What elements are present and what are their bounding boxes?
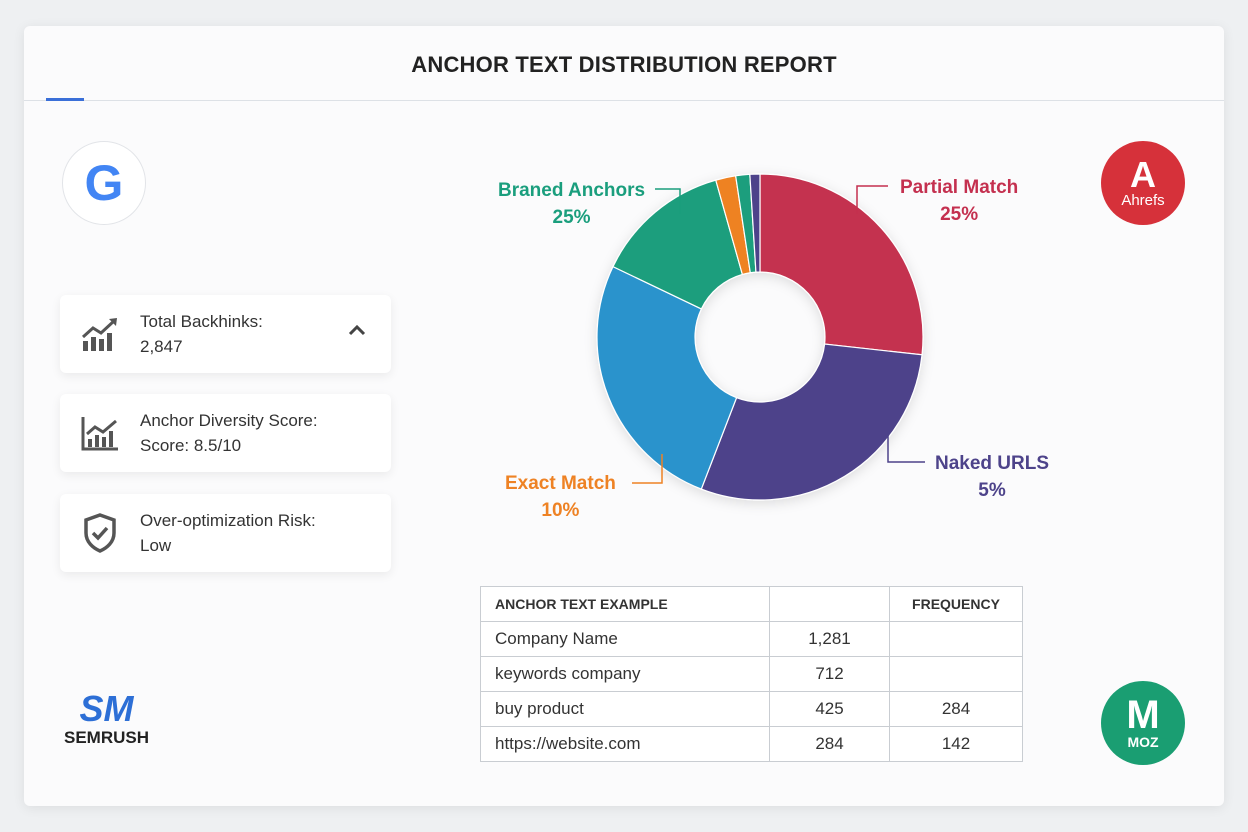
page-title: ANCHOR TEXT DISTRIBUTION REPORT [411, 52, 837, 77]
label-pct: 5% [978, 480, 1006, 501]
total-backlinks-card[interactable]: Total Backhinks: 2,847 [60, 295, 391, 373]
leader-line [632, 454, 663, 484]
label-pct: 25% [940, 204, 979, 225]
column-header: FREQUENCY [889, 586, 1023, 622]
moz-logo: M MOZ [1101, 681, 1185, 765]
slice-other-3 [749, 173, 761, 273]
slice-branded-anchors [612, 179, 744, 310]
table-cell: buy product [480, 691, 770, 727]
table-header-row: ANCHOR TEXT EXAMPLE FREQUENCY [480, 586, 1023, 622]
table-cell: 712 [769, 656, 890, 692]
column-header [769, 586, 890, 622]
active-tab-indicator [46, 98, 84, 101]
table-cell [889, 621, 1023, 657]
label-partial-match: Partial Match 25% [900, 174, 1018, 228]
table-cell [889, 656, 1023, 692]
table-cell: keywords company [480, 656, 770, 692]
slice-exact-match [596, 265, 738, 490]
shield-check-icon [60, 513, 140, 553]
google-logo-text: G [84, 155, 124, 211]
table-cell: 284 [889, 691, 1023, 727]
label-name: Braned Anchors [498, 180, 646, 201]
column-header: ANCHOR TEXT EXAMPLE [480, 586, 770, 622]
stat-value: 2,847 [140, 337, 183, 356]
moz-mark: M [1126, 693, 1160, 737]
google-logo: G [62, 141, 146, 225]
ahrefs-mark: A [1130, 153, 1156, 195]
label-name: Exact Match [505, 473, 616, 494]
label-branded-anchors: Braned Anchors 25% [498, 177, 645, 231]
label-name: Naked URLS [935, 453, 1050, 474]
chevron-up-icon[interactable] [347, 323, 367, 342]
stat-label: Over-optimization Risk: [140, 511, 316, 530]
moz-text: MOZ [1127, 734, 1159, 750]
stat-value: Low [140, 536, 172, 555]
semrush-logo: SM SEMRUSH [64, 690, 149, 748]
table-cell: 142 [889, 726, 1023, 762]
slice-partial-match [759, 173, 924, 356]
leader-line [655, 188, 681, 214]
label-pct: 10% [541, 500, 580, 521]
stat-label: Anchor Diversity Score: [140, 411, 318, 430]
leader-line [887, 432, 925, 463]
table-cell: 284 [769, 726, 890, 762]
table-row: https://website.com 284 142 [480, 726, 1023, 762]
label-naked-urls: Naked URLS 5% [935, 450, 1049, 504]
divider [24, 100, 1224, 101]
stat-value: Score: 8.5/10 [140, 436, 242, 455]
label-name: Partial Match [900, 177, 1019, 198]
bar-chart-icon [60, 415, 140, 451]
over-optimization-card: Over-optimization Risk: Low [60, 494, 391, 572]
semrush-mark: SM [79, 688, 134, 729]
table-cell: 425 [769, 691, 890, 727]
label-exact-match: Exact Match 10% [505, 470, 616, 524]
table-row: Company Name 1,281 [480, 621, 1023, 657]
ahrefs-logo: A Ahrefs [1101, 141, 1185, 225]
table-row: buy product 425 284 [480, 691, 1023, 727]
anchor-diversity-card: Anchor Diversity Score: Score: 8.5/10 [60, 394, 391, 472]
table-cell: Company Name [480, 621, 770, 657]
ahrefs-text: Ahrefs [1121, 191, 1165, 209]
table-cell: https://website.com [480, 726, 770, 762]
leader-line [856, 185, 888, 214]
table-row: keywords company 712 [480, 656, 1023, 692]
trending-chart-icon [60, 317, 140, 351]
table-cell: 1,281 [769, 621, 890, 657]
semrush-text: SEMRUSH [64, 728, 150, 747]
label-pct: 25% [552, 207, 591, 228]
stat-label: Total Backhinks: [140, 312, 263, 331]
slice-naked-urls [700, 343, 923, 501]
anchor-text-table: ANCHOR TEXT EXAMPLE FREQUENCY Company Na… [480, 586, 1023, 762]
